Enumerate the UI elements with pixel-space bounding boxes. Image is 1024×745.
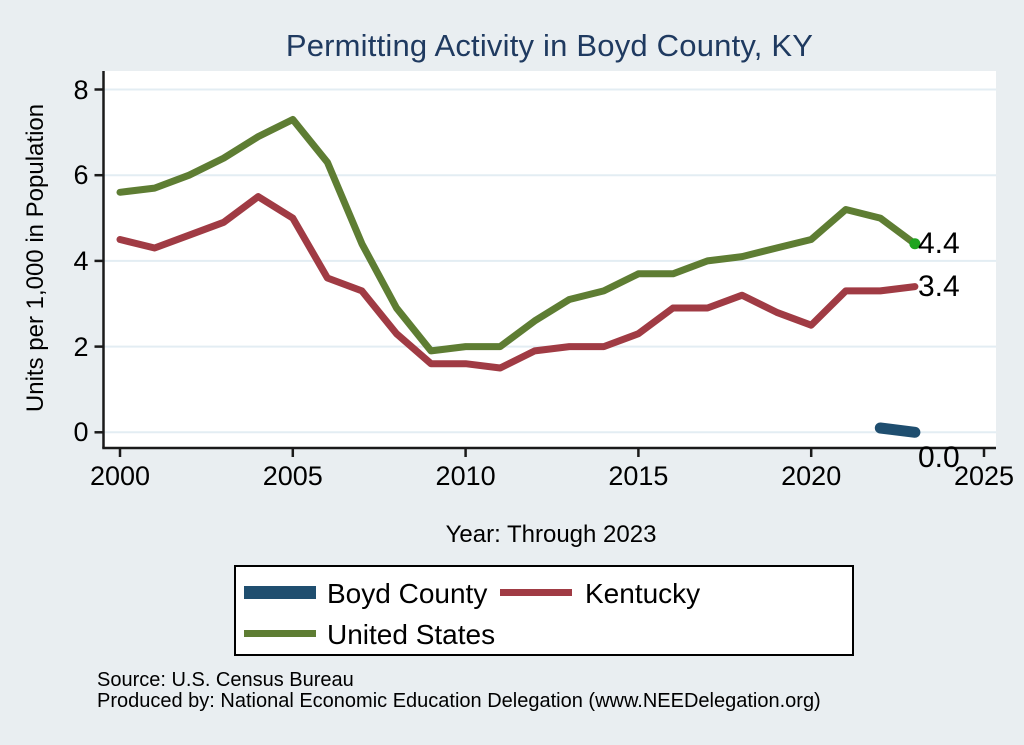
series-end-label-united-states: 4.4 — [918, 226, 960, 260]
legend-swatch-kentucky — [500, 589, 572, 596]
legend-swatch-united-states — [244, 630, 316, 637]
series-line-kentucky — [116, 193, 919, 372]
series-end-label-kentucky: 3.4 — [918, 269, 960, 303]
x-axis-title: Year: Through 2023 — [445, 521, 657, 548]
series-end-marker — [909, 238, 921, 250]
produced-by-line: Produced by: National Economic Education… — [97, 690, 821, 712]
legend-label-united-states: United States — [327, 619, 496, 650]
legend-label-kentucky: Kentucky — [585, 578, 701, 609]
series-line-united-states — [116, 116, 919, 355]
plot-background — [103, 71, 996, 448]
legend-swatch-boyd-county — [244, 586, 316, 599]
source-line: Source: U.S. Census Bureau — [97, 669, 354, 691]
y-axis-title: Units per 1,000 in Population — [22, 103, 49, 413]
series-line-boyd-county — [874, 422, 921, 438]
legend: Boyd County Kentucky United States — [234, 565, 854, 656]
series-end-label-boyd-county: 0.0 — [918, 441, 960, 475]
page-title: Permitting Activity in Boyd County, KY — [285, 28, 814, 63]
legend-label-boyd-county: Boyd County — [327, 578, 488, 609]
